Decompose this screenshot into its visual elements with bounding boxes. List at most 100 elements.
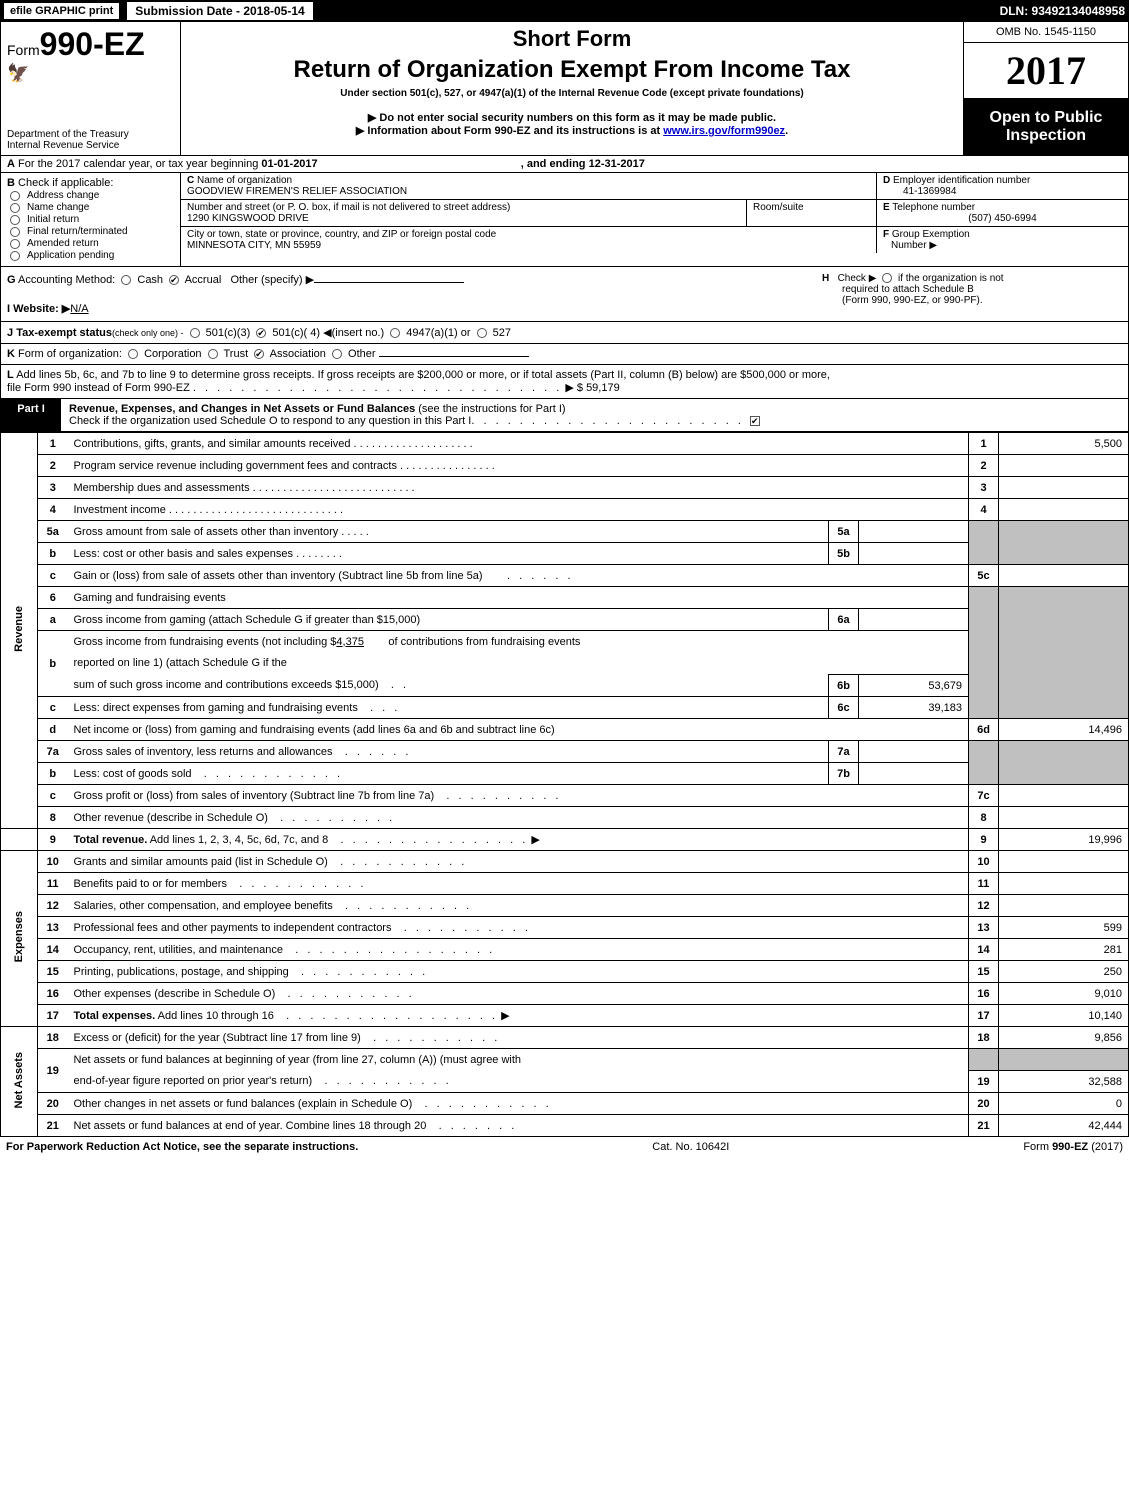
- phone-value: (507) 450-6994: [883, 213, 1122, 224]
- l3-num: 3: [38, 477, 68, 499]
- l14-rv: 281: [999, 939, 1129, 961]
- l8-num: 8: [38, 807, 68, 829]
- radio-trust[interactable]: [208, 349, 218, 359]
- radio-accrual[interactable]: [169, 275, 179, 285]
- radio-527[interactable]: [477, 328, 487, 338]
- part1-checkbox[interactable]: [750, 416, 760, 426]
- form990ez-link[interactable]: www.irs.gov/form990ez: [663, 125, 785, 137]
- line-18: Net Assets 18 Excess or (deficit) for th…: [1, 1027, 1129, 1049]
- chk-h[interactable]: [882, 273, 892, 283]
- website-label: I Website: ▶: [7, 303, 70, 315]
- chk-address-change[interactable]: [10, 191, 20, 201]
- radio-assoc[interactable]: [254, 349, 264, 359]
- l6c-mn: 6c: [829, 697, 859, 719]
- l5c-num: c: [38, 565, 68, 587]
- l5a-mv: [859, 521, 969, 543]
- efile-print-button[interactable]: efile GRAPHIC print: [4, 3, 119, 19]
- g-accrual: Accrual: [185, 274, 222, 286]
- l10-rv: [999, 851, 1129, 873]
- chk-application-pending[interactable]: [10, 251, 20, 261]
- l6a-num: a: [38, 609, 68, 631]
- l6a-desc: Gross income from gaming (attach Schedul…: [68, 609, 829, 631]
- l21-num: 21: [38, 1115, 68, 1137]
- l19-rv-grey: [999, 1049, 1129, 1071]
- line-5b: b Less: cost or other basis and sales ex…: [1, 543, 1129, 565]
- footer-left: For Paperwork Reduction Act Notice, see …: [6, 1141, 358, 1153]
- l6d-desc: Net income or (loss) from gaming and fun…: [68, 719, 969, 741]
- l12-rn: 12: [969, 895, 999, 917]
- label-a: A: [7, 158, 15, 170]
- l5a-num: 5a: [38, 521, 68, 543]
- line-6b-2: reported on line 1) (attach Schedule G i…: [1, 653, 1129, 675]
- chk-initial-return[interactable]: [10, 215, 20, 225]
- label-k: K: [7, 348, 15, 360]
- l-arrow: ▶: [565, 382, 573, 394]
- opt-application-pending: Application pending: [27, 250, 114, 261]
- line-6: 6 Gaming and fundraising events: [1, 587, 1129, 609]
- l16-rv: 9,010: [999, 983, 1129, 1005]
- dln-number: DLN: 93492134048958: [1000, 4, 1125, 18]
- l7a-mn: 7a: [829, 741, 859, 763]
- f-arrow: ▶: [929, 240, 937, 251]
- line-6d: d Net income or (loss) from gaming and f…: [1, 719, 1129, 741]
- radio-other[interactable]: [332, 349, 342, 359]
- l10-rn: 10: [969, 851, 999, 873]
- opt-final-return: Final return/terminated: [27, 226, 128, 237]
- l8-desc: Other revenue (describe in Schedule O) .…: [68, 807, 969, 829]
- open-public-line2: Inspection: [968, 127, 1124, 145]
- l6d-rn: 6d: [969, 719, 999, 741]
- l13-rv: 599: [999, 917, 1129, 939]
- radio-501c[interactable]: [256, 328, 266, 338]
- line-14: 14 Occupancy, rent, utilities, and maint…: [1, 939, 1129, 961]
- line-12: 12 Salaries, other compensation, and emp…: [1, 895, 1129, 917]
- label-c: C: [187, 175, 194, 186]
- section-j: J Tax-exempt status(check only one) - 50…: [0, 322, 1129, 344]
- l19-desc1: Net assets or fund balances at beginning…: [68, 1049, 969, 1071]
- f-number: Number: [891, 240, 927, 251]
- chk-amended-return[interactable]: [10, 239, 20, 249]
- radio-cash[interactable]: [121, 275, 131, 285]
- l21-rv: 42,444: [999, 1115, 1129, 1137]
- l11-rv: [999, 873, 1129, 895]
- l7b-num: b: [38, 763, 68, 785]
- l7b-mn: 7b: [829, 763, 859, 785]
- l7c-rv: [999, 785, 1129, 807]
- label-e: E: [883, 202, 890, 213]
- line-1: Revenue 1 Contributions, gifts, grants, …: [1, 433, 1129, 455]
- radio-corp[interactable]: [128, 349, 138, 359]
- opt-initial-return: Initial return: [27, 214, 79, 225]
- line-11: 11 Benefits paid to or for members . . .…: [1, 873, 1129, 895]
- l6c-num: c: [38, 697, 68, 719]
- form-header: Form990-EZ 🦅 Department of the Treasury …: [0, 22, 1129, 156]
- h-line1: Check ▶: [838, 273, 877, 284]
- irs-label: Internal Revenue Service: [7, 140, 174, 151]
- g-cash: Cash: [137, 274, 163, 286]
- radio-4947[interactable]: [390, 328, 400, 338]
- opt-amended-return: Amended return: [27, 238, 99, 249]
- chk-name-change[interactable]: [10, 203, 20, 213]
- org-name: GOODVIEW FIREMEN'S RELIEF ASSOCIATION: [187, 186, 407, 197]
- l7b-desc: Less: cost of goods sold . . . . . . . .…: [68, 763, 829, 785]
- l7c-num: c: [38, 785, 68, 807]
- l3-rv: [999, 477, 1129, 499]
- l6b-mv: 53,679: [859, 675, 969, 697]
- l8-rv: [999, 807, 1129, 829]
- line-16: 16 Other expenses (describe in Schedule …: [1, 983, 1129, 1005]
- l11-num: 11: [38, 873, 68, 895]
- l5ab-rn-grey: [969, 521, 999, 565]
- l7a-num: 7a: [38, 741, 68, 763]
- line-17: 17 Total expenses. Add lines 10 through …: [1, 1005, 1129, 1027]
- l2-rv: [999, 455, 1129, 477]
- l20-rv: 0: [999, 1093, 1129, 1115]
- radio-501c3[interactable]: [190, 328, 200, 338]
- l6-num: 6: [38, 587, 68, 609]
- l9-desc: Total revenue. Add lines 1, 2, 3, 4, 5c,…: [68, 829, 969, 851]
- ein-value: 41-1369984: [903, 186, 956, 197]
- l1-num: 1: [38, 433, 68, 455]
- chk-final-return[interactable]: [10, 227, 20, 237]
- line-7b: b Less: cost of goods sold . . . . . . .…: [1, 763, 1129, 785]
- e-text: Telephone number: [892, 202, 975, 213]
- street-label: Number and street (or P. O. box, if mail…: [187, 202, 510, 213]
- l19-num: 19: [38, 1049, 68, 1093]
- l17-rv: 10,140: [999, 1005, 1129, 1027]
